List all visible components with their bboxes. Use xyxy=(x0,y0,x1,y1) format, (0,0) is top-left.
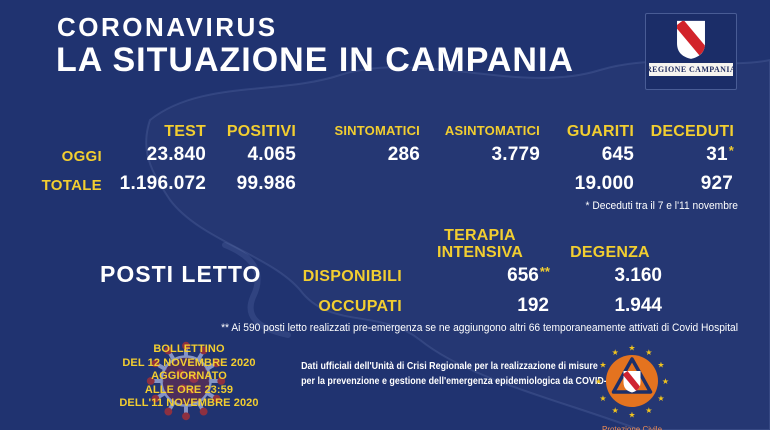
source-note-line1: Dati ufficiali dell'Unità di Crisi Regio… xyxy=(301,360,598,372)
regione-campania-logo: REGIONE CAMPANIA xyxy=(645,13,737,90)
svg-text:★: ★ xyxy=(657,394,664,403)
pc-logo-caption: Protezione Civile Regione Campania xyxy=(580,425,684,430)
totale-test-value: 1.196.072 xyxy=(119,173,206,194)
column-header-degenza: DEGENZA xyxy=(570,244,650,261)
svg-text:★: ★ xyxy=(657,360,664,369)
bulletin-line: ALLE ORE 23:59 xyxy=(144,383,234,396)
stats-table: TEST POSITIVI SINTOMATICI ASINTOMATICI G… xyxy=(38,114,738,198)
occupati-terapia-value: 192 xyxy=(410,293,550,321)
virus-icon xyxy=(146,341,226,421)
svg-text:★: ★ xyxy=(599,394,606,403)
oggi-deceduti-value: 31* xyxy=(642,142,734,169)
beds-table: TERAPIA INTENSIVA DEGENZA DISPONIBILI 65… xyxy=(252,224,662,321)
beds-section-title: POSTI LETTO xyxy=(100,261,262,287)
svg-text:★: ★ xyxy=(612,406,619,415)
oggi-deceduti-number: 31 xyxy=(706,144,728,165)
page-subtitle: LA SITUAZIONE IN CAMPANIA xyxy=(56,41,574,79)
bulletin-line: BOLLETTINO xyxy=(153,343,225,355)
beds-corner-cell xyxy=(252,224,402,261)
protezione-civile-logo: ★ ★ ★ ★ ★ ★ ★ ★ ★ ★ ★ ★ Protezione Civile Region… xyxy=(580,341,684,430)
oggi-asintomatici-value: 3.779 xyxy=(491,144,540,165)
bulletin-line: AGGIORNATO xyxy=(151,370,227,382)
disponibili-terapia-value: 656** xyxy=(410,263,550,291)
column-header-positivi: POSITIVI xyxy=(226,123,296,140)
disponibili-terapia-number: 656 xyxy=(507,265,539,286)
source-note: Dati ufficiali dell'Unità di Crisi Regio… xyxy=(301,359,617,389)
deceduti-footnote: * Deceduti tra il 7 e l'11 novembre xyxy=(585,200,738,212)
row-label-disponibili: DISPONIBILI xyxy=(302,268,402,285)
region-logo-caption: REGIONE CAMPANIA xyxy=(645,63,737,76)
svg-text:★: ★ xyxy=(628,411,635,420)
svg-text:★: ★ xyxy=(662,377,669,386)
bulletin-line: DELL'11 NOVEMBRE 2020 xyxy=(119,397,259,409)
occupati-degenza-value: 1.944 xyxy=(614,295,662,316)
svg-text:★: ★ xyxy=(599,360,606,369)
bulletin-date-block: BOLLETTINO DEL 12 NOVEMBRE 2020 AGGIORNA… xyxy=(108,343,270,411)
totale-deceduti-value: 927 xyxy=(642,171,734,198)
terapia-header-line1: TERAPIA xyxy=(444,227,516,244)
occupati-terapia-number: 192 xyxy=(517,295,549,316)
terapia-header-line2: INTENSIVA xyxy=(437,244,523,261)
row-label-totale: TOTALE xyxy=(41,177,102,194)
column-header-deceduti: DECEDUTI xyxy=(650,123,734,140)
column-header-guariti: GUARITI xyxy=(566,123,634,140)
column-header-sintomatici: SINTOMATICI xyxy=(334,123,420,138)
disponibili-degenza-value: 3.160 xyxy=(614,265,662,286)
svg-text:★: ★ xyxy=(628,344,635,353)
svg-text:★: ★ xyxy=(645,348,652,357)
beds-footnote-marker: ** xyxy=(539,264,550,279)
deceduti-footnote-marker: * xyxy=(728,143,734,158)
page-title: CORONAVIRUS xyxy=(57,12,278,42)
campania-shield-icon xyxy=(677,20,705,59)
totale-asintomatici-value xyxy=(428,171,540,198)
column-header-asintomatici: ASINTOMATICI xyxy=(444,123,540,138)
totale-positivi-value: 99.986 xyxy=(236,173,296,194)
column-header-terapia-intensiva: TERAPIA INTENSIVA xyxy=(410,227,550,261)
svg-text:★: ★ xyxy=(595,377,602,386)
beds-footnote: ** Ai 590 posti letto realizzati pre-eme… xyxy=(221,322,739,334)
oggi-guariti-value: 645 xyxy=(601,144,634,165)
totale-deceduti-number: 927 xyxy=(700,173,733,194)
svg-text:★: ★ xyxy=(612,348,619,357)
bulletin-line: DEL 12 NOVEMBRE 2020 xyxy=(122,356,256,369)
oggi-sintomatici-value: 286 xyxy=(387,144,420,165)
column-header-test: TEST xyxy=(164,123,206,140)
totale-guariti-value: 19.000 xyxy=(574,173,634,194)
pc-caption-line1: Protezione Civile xyxy=(601,425,663,430)
oggi-positivi-value: 4.065 xyxy=(247,144,296,165)
svg-text:★: ★ xyxy=(645,406,652,415)
row-label-occupati: OCCUPATI xyxy=(318,298,402,315)
source-note-line2: per la prevenzione e gestione dell'emerg… xyxy=(301,375,617,387)
totale-sintomatici-value xyxy=(304,171,420,198)
protezione-civile-emblem-icon: ★ ★ ★ ★ ★ ★ ★ ★ ★ ★ ★ ★ xyxy=(595,344,669,420)
oggi-test-value: 23.840 xyxy=(146,144,206,165)
row-label-oggi: OGGI xyxy=(61,148,102,165)
